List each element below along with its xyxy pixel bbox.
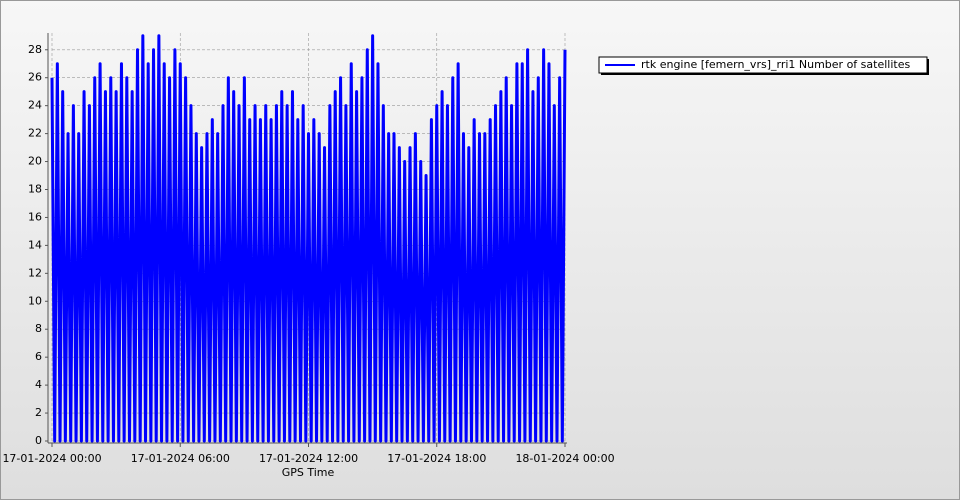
y-tick-label: 26 bbox=[28, 71, 42, 84]
x-axis-label: GPS Time bbox=[282, 466, 335, 479]
y-tick-label: 28 bbox=[28, 43, 42, 56]
y-tick-label: 22 bbox=[28, 127, 42, 140]
y-tick-label: 10 bbox=[28, 294, 42, 307]
legend: rtk engine [femern_vrs]_rri1 Number of s… bbox=[598, 56, 929, 75]
y-tick-label: 2 bbox=[35, 406, 42, 419]
x-tick-label: 17-01-2024 12:00 bbox=[259, 452, 358, 465]
y-tick-label: 0 bbox=[35, 434, 42, 447]
x-tick-label: 18-01-2024 00:00 bbox=[515, 452, 614, 465]
y-tick-label: 18 bbox=[28, 182, 42, 195]
legend-label: rtk engine [femern_vrs]_rri1 Number of s… bbox=[641, 58, 910, 71]
y-tick-label: 6 bbox=[35, 350, 42, 363]
y-tick-label: 14 bbox=[28, 238, 42, 251]
x-tick-label: 17-01-2024 00:00 bbox=[2, 452, 101, 465]
legend-box bbox=[598, 56, 928, 74]
series-line bbox=[50, 34, 567, 443]
y-tick-label: 4 bbox=[35, 378, 42, 391]
y-tick-label: 16 bbox=[28, 210, 42, 223]
plot-area bbox=[50, 34, 567, 443]
y-tick-label: 8 bbox=[35, 322, 42, 335]
x-tick-label: 17-01-2024 18:00 bbox=[387, 452, 486, 465]
y-tick-label: 20 bbox=[28, 155, 42, 168]
x-tick-label: 17-01-2024 06:00 bbox=[131, 452, 230, 465]
y-tick-label: 12 bbox=[28, 266, 42, 279]
y-tick-label: 24 bbox=[28, 99, 42, 112]
